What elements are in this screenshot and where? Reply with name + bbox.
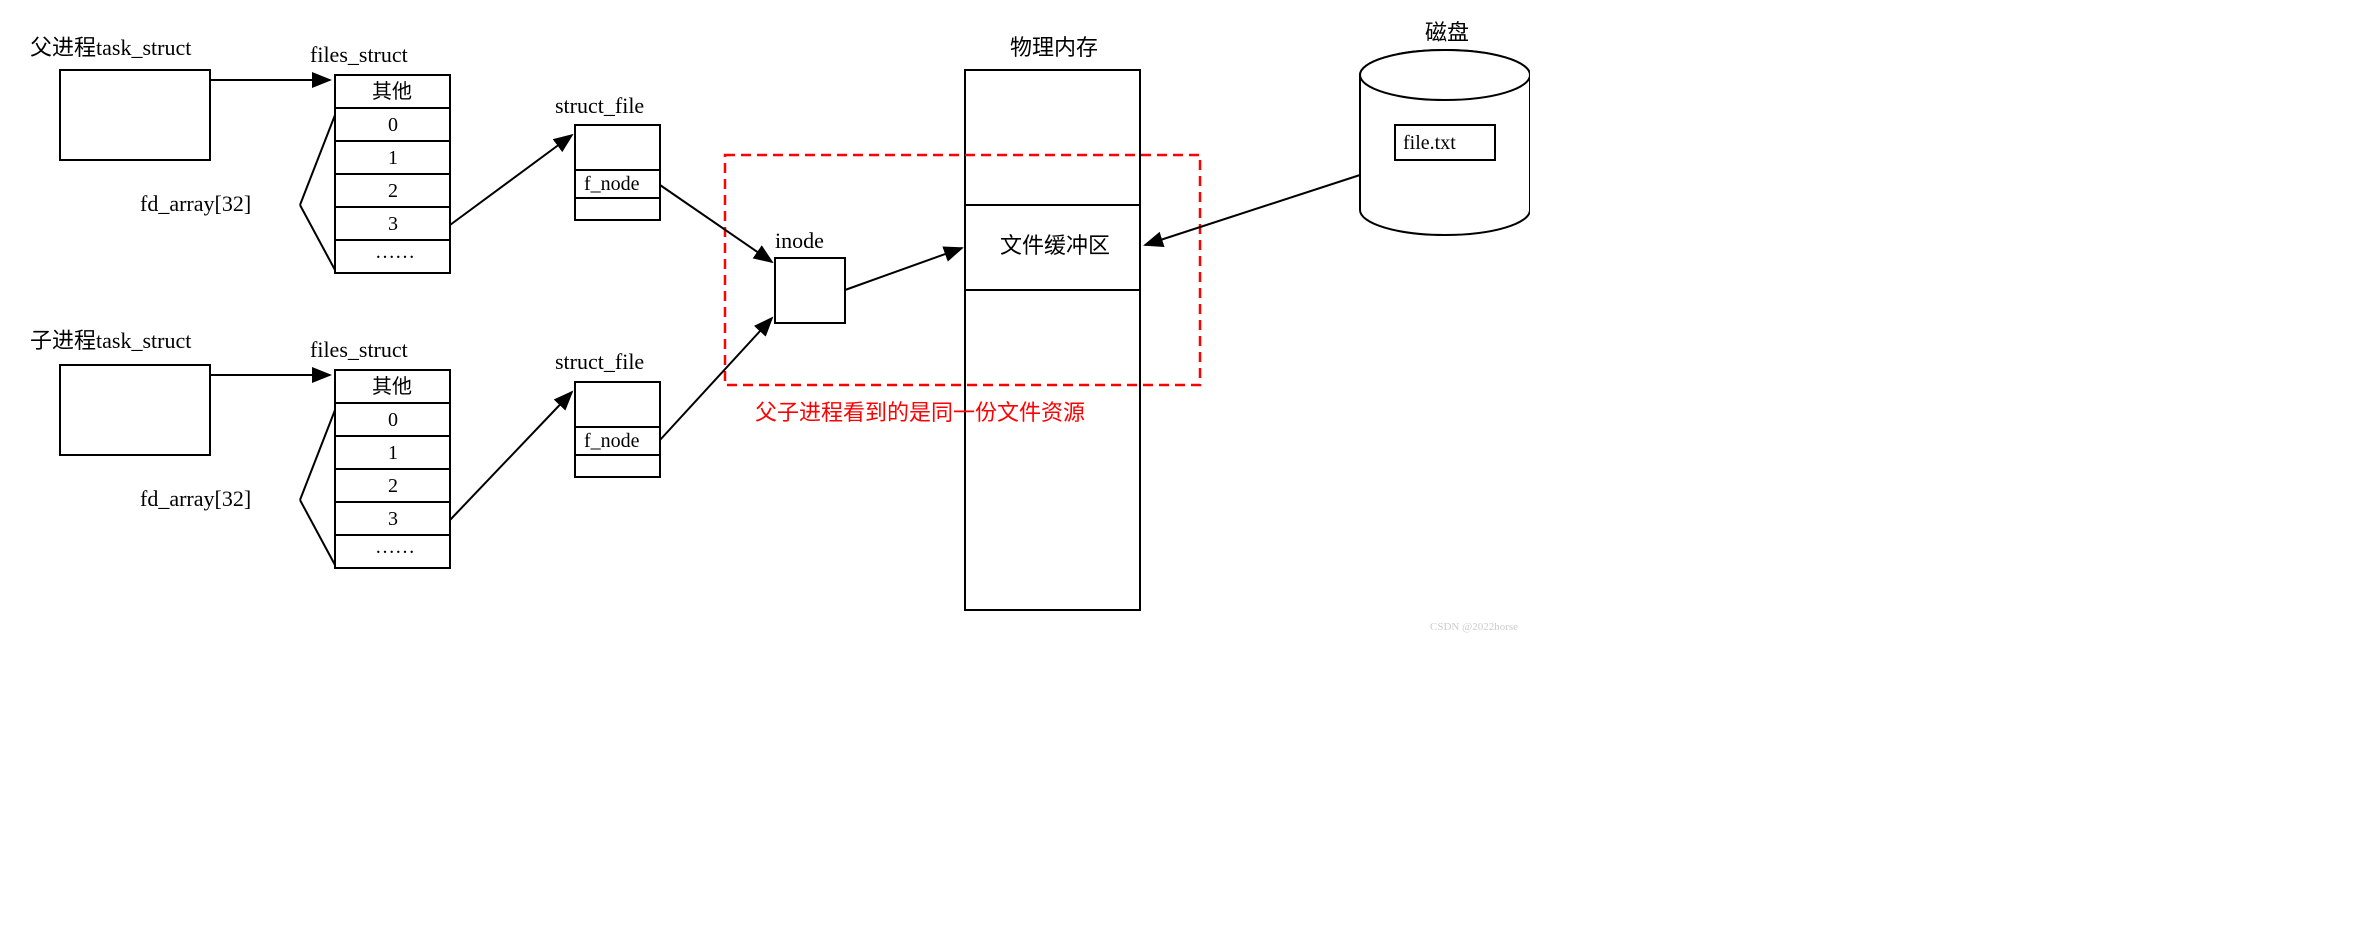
- fd2-3: 3: [388, 508, 398, 530]
- arrow-inode-to-buffer: [845, 248, 962, 290]
- parent-task-label: 父进程task_struct: [30, 35, 191, 60]
- arrow-disk-to-buffer: [1145, 175, 1360, 245]
- fd-table-1: 其他 0 1 2 3 ……: [335, 75, 450, 273]
- red-caption: 父子进程看到的是同一份文件资源: [755, 400, 1085, 425]
- child-task-label: 子进程task_struct: [30, 328, 191, 353]
- f-node-1: f_node: [584, 173, 640, 195]
- watermark: CSDN @2022horse: [1430, 621, 1518, 633]
- fd1-dots: ……: [375, 241, 415, 263]
- fd-array-label-2: fd_array[32]: [140, 486, 251, 511]
- arrow-fd2-to-sf2: [450, 392, 572, 520]
- struct-file-label-1: struct_file: [555, 93, 644, 118]
- arrow-fd1-to-sf1: [450, 135, 572, 225]
- inode-label: inode: [775, 228, 824, 253]
- parent-task-box: [60, 70, 210, 160]
- bracket1-bot: [300, 205, 335, 270]
- bracket2-bot: [300, 500, 335, 565]
- fd1-2: 2: [388, 180, 398, 202]
- file-buffer-label: 文件缓冲区: [1000, 233, 1110, 258]
- fd-array-label-1: fd_array[32]: [140, 191, 251, 216]
- bracket1-top: [300, 115, 335, 205]
- phys-mem-label: 物理内存: [1010, 35, 1098, 60]
- struct-file-box-1: f_node: [575, 125, 660, 220]
- disk-label: 磁盘: [1425, 20, 1469, 45]
- struct-file-label-2: struct_file: [555, 349, 644, 374]
- f-node-2: f_node: [584, 430, 640, 452]
- files-struct-label-2: files_struct: [310, 337, 408, 362]
- fd2-dots: ……: [375, 536, 415, 558]
- arrow-sf1-to-inode: [660, 185, 772, 262]
- child-task-box: [60, 365, 210, 455]
- phys-mem-box: [965, 70, 1140, 610]
- bracket2-top: [300, 410, 335, 500]
- fd-table-2: 其他 0 1 2 3 ……: [335, 370, 450, 568]
- fd1-3: 3: [388, 213, 398, 235]
- inode-box: [775, 258, 845, 323]
- fd2-1: 1: [388, 442, 398, 464]
- file-txt-label: file.txt: [1403, 132, 1456, 154]
- files-struct-label-1: files_struct: [310, 42, 408, 67]
- struct-file-box-2: f_node: [575, 382, 660, 477]
- fd2-other: 其他: [372, 375, 412, 398]
- fd2-2: 2: [388, 475, 398, 497]
- fd1-other: 其他: [372, 80, 412, 103]
- fd1-0: 0: [388, 114, 398, 136]
- fd2-0: 0: [388, 409, 398, 431]
- shared-resource-box: [725, 155, 1200, 385]
- fd1-1: 1: [388, 147, 398, 169]
